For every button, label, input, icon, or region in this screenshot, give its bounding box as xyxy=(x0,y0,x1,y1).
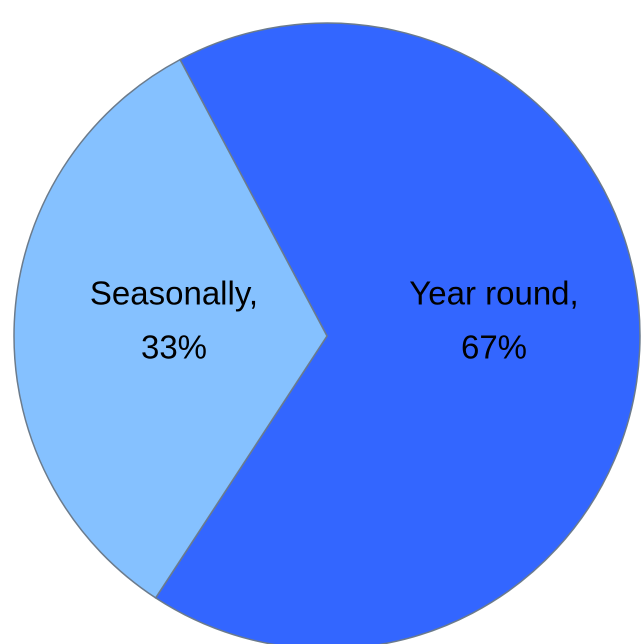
data-label-year-round-line1: Year round, xyxy=(409,275,578,312)
data-label-year-round-line2: 67% xyxy=(461,329,527,366)
pie-slices xyxy=(14,23,640,644)
data-label-seasonally-line2: 33% xyxy=(141,329,207,366)
data-label-seasonally-line1: Seasonally, xyxy=(90,275,258,312)
